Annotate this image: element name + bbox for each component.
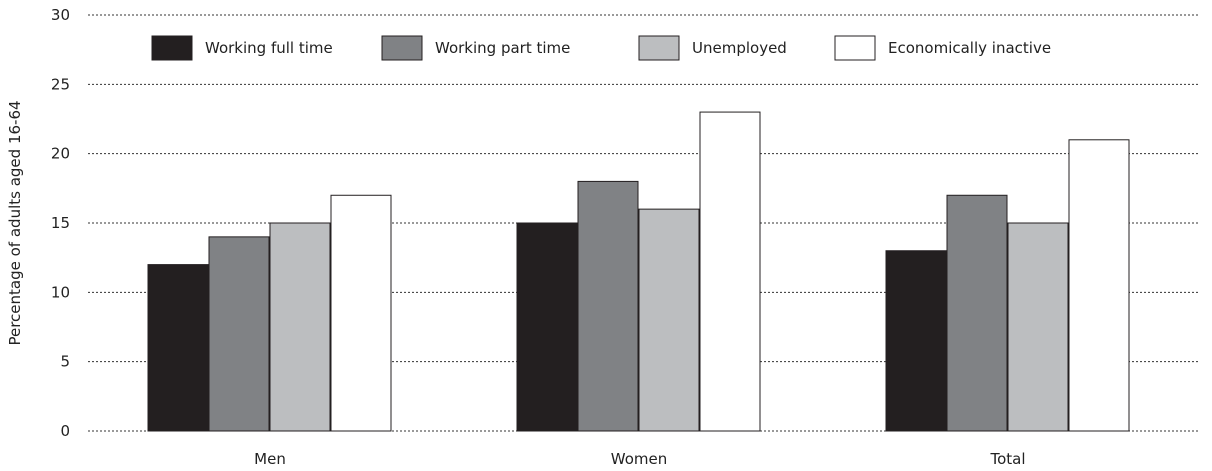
x-tick-label: Total: [989, 450, 1025, 468]
bar-women-2: [577, 180, 639, 432]
bar-women-4: [699, 111, 761, 432]
bar-men-4: [330, 194, 392, 432]
legend-swatch: [381, 35, 423, 61]
y-tick-label: 15: [51, 214, 70, 232]
legend-swatch: [834, 35, 876, 61]
y-tick-label: 5: [60, 353, 70, 371]
bar-total-1: [885, 250, 947, 432]
x-axis-ticks: Men Women Total: [254, 450, 1025, 468]
y-axis-title: Percentage of adults aged 16-64: [6, 100, 24, 345]
legend-swatch: [151, 35, 193, 61]
bar-women-3: [638, 208, 700, 432]
bar-women-1: [516, 222, 578, 432]
x-tick-label: Men: [254, 450, 286, 468]
bar-men-1: [147, 264, 209, 432]
x-tick-label: Women: [611, 450, 667, 468]
legend-label: Unemployed: [692, 39, 787, 57]
bar-men-2: [208, 236, 270, 432]
y-tick-label: 30: [51, 6, 70, 24]
legend: Working full time Working part time Unempl…: [151, 35, 1051, 61]
bar-total-3: [1007, 222, 1069, 432]
legend-label: Economically inactive: [888, 39, 1051, 57]
bar-total-4: [1068, 139, 1130, 432]
legend-label: Working part time: [435, 39, 570, 57]
bar-total-2: [946, 194, 1008, 432]
y-tick-label: 0: [60, 422, 70, 440]
bars: [147, 111, 1130, 432]
bar-men-3: [269, 222, 331, 432]
y-tick-label: 10: [51, 283, 70, 301]
y-axis-ticks: 0 5 10 15 20 25 30: [51, 6, 70, 440]
legend-swatch: [638, 35, 680, 61]
y-tick-label: 20: [51, 145, 70, 163]
y-tick-label: 25: [51, 75, 70, 93]
legend-label: Working full time: [205, 39, 333, 57]
